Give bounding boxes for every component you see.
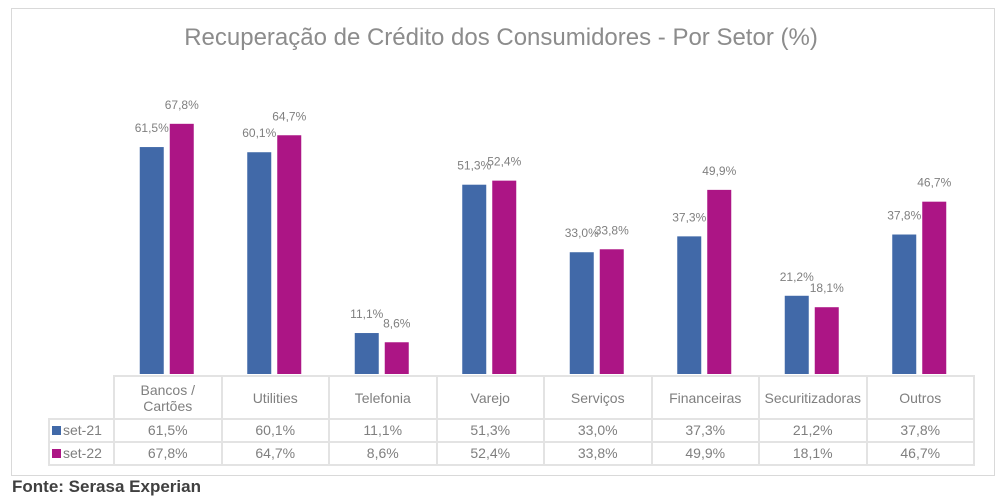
data-label-set-21-1: 60,1% (242, 126, 276, 140)
legend-set-21: set-21 (48, 418, 115, 443)
bar-set-22-0 (169, 123, 194, 375)
bar-set-22-6 (814, 307, 839, 374)
table-header-cell: Financeiras (650, 375, 760, 420)
table-cell: 67,8% (113, 441, 223, 466)
data-label-set-22-2: 8,6% (383, 316, 411, 330)
table-corner (49, 376, 115, 420)
table-cell: 33,8% (543, 441, 653, 466)
data-label-set-22-6: 18,1% (810, 281, 844, 295)
table-cell: 61,5% (113, 418, 223, 443)
table-header-cell: Varejo (435, 375, 545, 420)
table-cell: 33,0% (543, 418, 653, 443)
table-cell: 60,1% (220, 418, 330, 443)
table-row-set-22: set-22 67,8% 64,7% 8,6% 52,4% 33,8% 49,9% 18,1… (48, 441, 975, 466)
plot-area: 61,5% 67,8% 60,1% 64,7% 11,1%8,6% 51,3%52,4% 3… (135, 98, 952, 375)
table-row-set-21: set-21 61,5% 60,1% 11,1% 51,3% 33,0% 37,3% 21,… (48, 418, 975, 443)
bar-set-21-6 (784, 295, 809, 374)
table-header-cell: Serviços (543, 375, 653, 420)
bar-set-22-2 (384, 342, 409, 374)
data-label-set-22-3: 52,4% (487, 155, 521, 169)
data-label-set-21-0: 61,5% (135, 121, 169, 135)
data-table: Bancos / Cartões Utilities Telefonia Varejo S… (48, 375, 975, 466)
data-label-set-21-7: 37,8% (887, 209, 921, 223)
bar-set-21-5 (677, 236, 702, 374)
data-label-set-22-5: 49,9% (702, 164, 736, 178)
legend-swatch-set-21 (52, 426, 61, 435)
bar-set-21-3 (462, 184, 487, 374)
bar-set-22-7 (922, 201, 947, 374)
table-cell: 11,1% (328, 418, 438, 443)
table-cell: 52,4% (435, 441, 545, 466)
table-header-cell: Telefonia (328, 375, 438, 420)
bar-set-21-0 (139, 147, 164, 374)
bar-set-22-5 (707, 189, 732, 374)
table-cell: 37,8% (865, 418, 975, 443)
table-cell: 18,1% (758, 441, 868, 466)
data-label-set-22-1: 64,7% (272, 109, 306, 123)
table-cell: 64,7% (220, 441, 330, 466)
data-label-set-22-4: 33,8% (595, 223, 629, 237)
table-cell: 8,6% (328, 441, 438, 466)
data-label-set-21-3: 51,3% (457, 159, 491, 173)
table-header-cell: Utilities (220, 375, 330, 420)
table-header-cell: Securitizadoras (758, 375, 868, 420)
data-label-set-22-0: 67,8% (165, 98, 199, 112)
bar-set-22-3 (492, 180, 517, 374)
table-header-cell: Outros (865, 375, 975, 420)
legend-swatch-set-22 (52, 449, 61, 458)
bar-set-22-4 (599, 249, 624, 374)
legend-label: set-21 (63, 422, 102, 438)
data-label-set-21-2: 11,1% (350, 307, 383, 321)
table-header-cell: Bancos / Cartões (113, 375, 223, 420)
table-cell: 21,2% (758, 418, 868, 443)
chart-title: Recuperação de Crédito dos Consumidores … (184, 24, 818, 51)
table-cell: 46,7% (865, 441, 975, 466)
source-note: Fonte: Serasa Experian (12, 477, 201, 496)
table-header-row: Bancos / Cartões Utilities Telefonia Varejo S… (49, 375, 975, 420)
legend-label: set-22 (63, 445, 102, 461)
bar-set-22-1 (277, 135, 302, 374)
table-cell: 49,9% (650, 441, 760, 466)
table-cell: 37,3% (650, 418, 760, 443)
data-label-set-21-4: 33,0% (565, 226, 599, 240)
bar-set-21-4 (569, 252, 594, 374)
bar-set-21-1 (247, 152, 272, 374)
data-label-set-22-7: 46,7% (917, 176, 951, 190)
bar-set-21-7 (892, 234, 917, 374)
data-label-set-21-6: 21,2% (780, 270, 814, 284)
legend-set-22: set-22 (48, 441, 115, 466)
table-cell: 51,3% (435, 418, 545, 443)
data-label-set-21-5: 37,3% (672, 210, 706, 224)
bar-set-21-2 (354, 333, 379, 374)
